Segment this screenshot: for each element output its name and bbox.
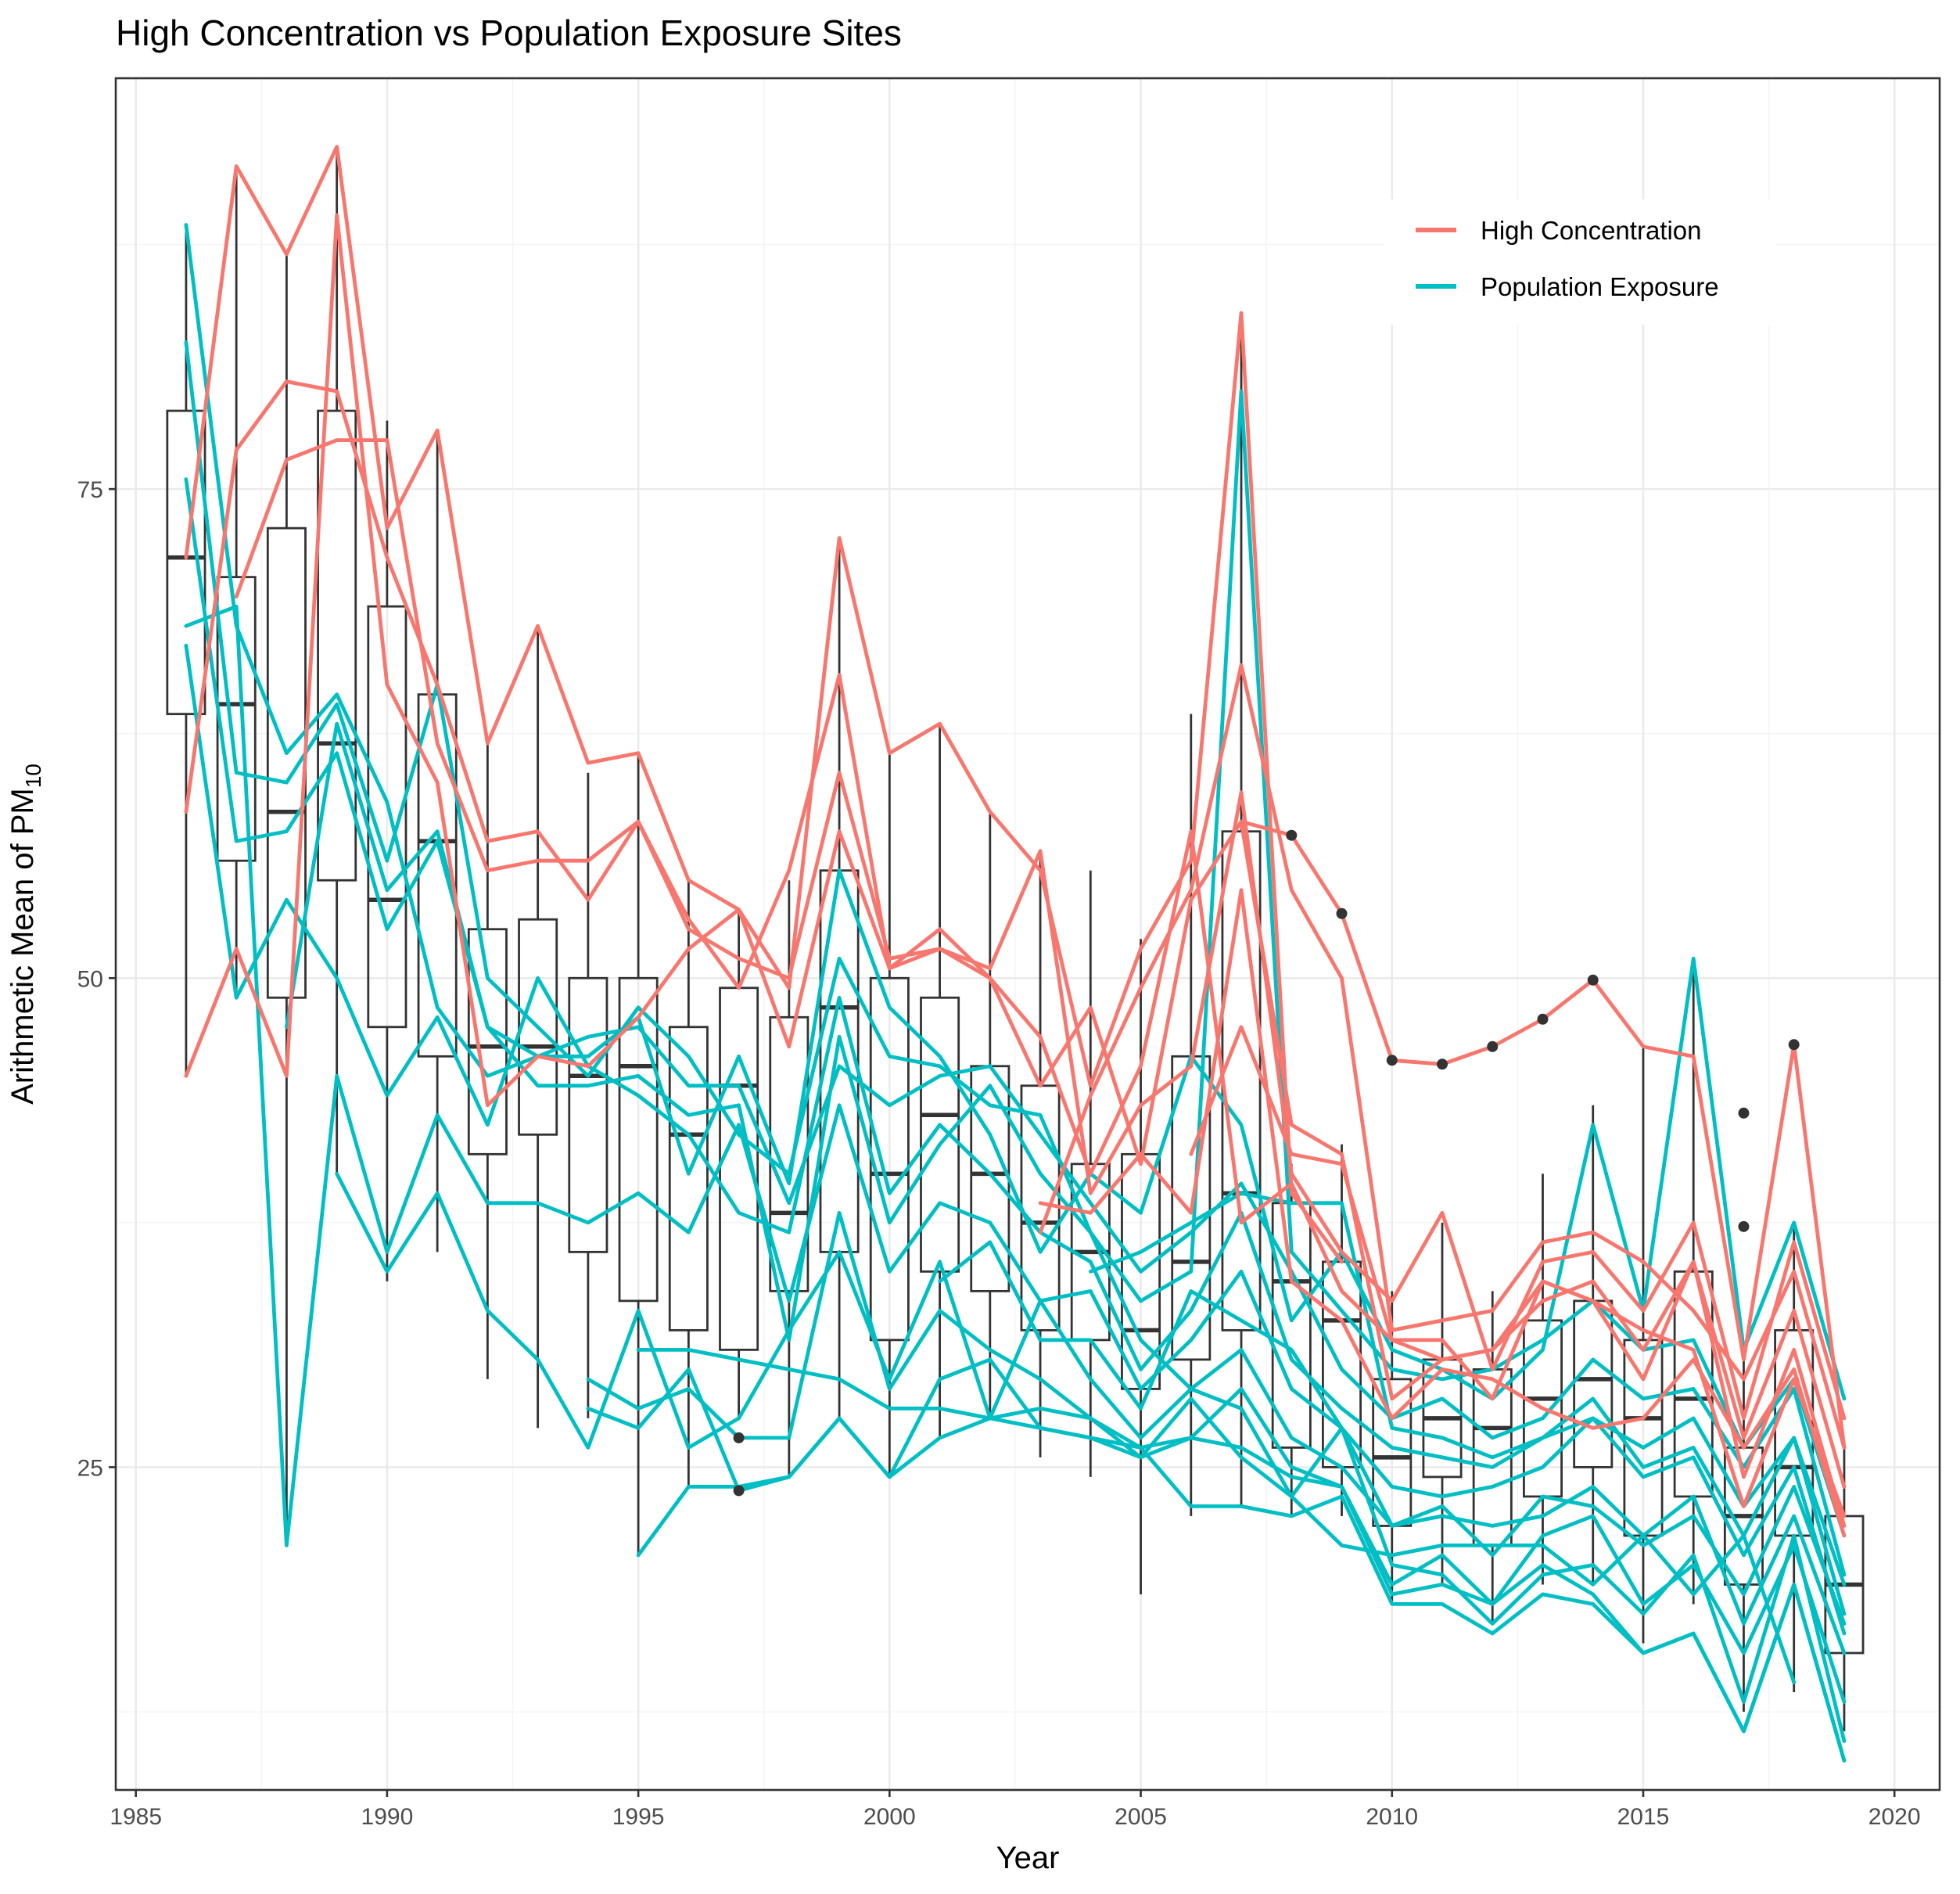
outlier-point [733,1485,745,1497]
series-line-population-exposure [184,340,1847,1538]
outlier-point [1286,829,1298,841]
chart-title: High Concentration vs Population Exposur… [116,13,902,53]
outlier-point [1587,974,1599,986]
box-iqr [518,918,558,1136]
boxplot-1993 [518,626,558,1429]
x-tick-label: 2005 [1115,1804,1167,1830]
x-tick-label: 2010 [1366,1804,1418,1830]
series-lines [184,145,1847,1763]
y-tick-label: 75 [77,477,103,503]
outlier-point [1738,1107,1750,1119]
series-line-high-concentration [1038,663,1847,1450]
box-iqr [166,409,206,716]
box-iqr [1573,1299,1614,1468]
series-line-population-exposure [938,1240,1847,1626]
box-iqr [668,1026,709,1332]
legend-label-population-exposure: Population Exposure [1481,272,1719,301]
box-iqr [317,409,357,882]
outlier-point [1738,1220,1750,1232]
legend-label-high-concentration: High Concentration [1481,216,1702,245]
box-iqr [618,976,659,1303]
y-axis-title-main: Arithmetic Mean of PM [5,788,40,1105]
x-tick-label: 2020 [1868,1804,1921,1830]
series-line-high-concentration [1038,888,1847,1538]
outlier-point [1336,907,1348,919]
outlier-point [1386,1055,1398,1066]
series-line-high-concentration [234,438,1847,1421]
series-line-population-exposure [1088,1191,1847,1587]
box-iqr [367,605,407,1029]
series-line-high-concentration [184,145,1344,1264]
series-line-population-exposure [586,1210,1847,1704]
legend-background [1384,199,1775,325]
outlier-point [1437,1058,1448,1070]
outlier-point [1537,1013,1549,1025]
y-tick-label: 50 [77,966,103,992]
y-axis: 25 50 75 [77,477,116,1481]
series-line-population-exposure [335,1171,1847,1655]
x-tick-label: 2015 [1617,1804,1670,1830]
series-line-high-concentration [1189,1025,1847,1518]
panel-border [114,77,1941,1792]
outlier-point [733,1432,745,1443]
x-axis-title: Year [996,1841,1060,1875]
y-axis-title-subscript: 10 [21,764,45,788]
outlier-points [733,829,1800,1497]
x-tick-label: 1985 [109,1804,162,1830]
box-iqr [920,996,960,1273]
legend: High Concentration Population Exposure [1384,199,1775,325]
box-iqr [467,928,508,1155]
y-tick-label: 25 [77,1455,103,1481]
outlier-point [1487,1040,1499,1052]
boxplot-2013 [1522,1173,1563,1585]
x-axis: 1985 1990 1995 2000 2005 2010 2015 2020 [109,1790,1921,1830]
x-tick-label: 1995 [612,1804,665,1830]
box-iqr [1020,1084,1061,1332]
series-line-population-exposure [636,1407,1847,1763]
x-tick-label: 2000 [863,1804,916,1830]
x-tick-label: 1990 [361,1804,414,1830]
box-iqr [568,976,608,1253]
outlier-point [1788,1039,1800,1051]
boxplot-1989 [317,146,357,1174]
y-axis-title: Arithmetic Mean of PM10 [5,764,45,1105]
boxplot-1995 [618,753,659,1555]
boxplot-1994 [568,772,608,1418]
series-line-population-exposure [284,721,1797,1684]
series-line-population-exposure [184,604,1847,1636]
